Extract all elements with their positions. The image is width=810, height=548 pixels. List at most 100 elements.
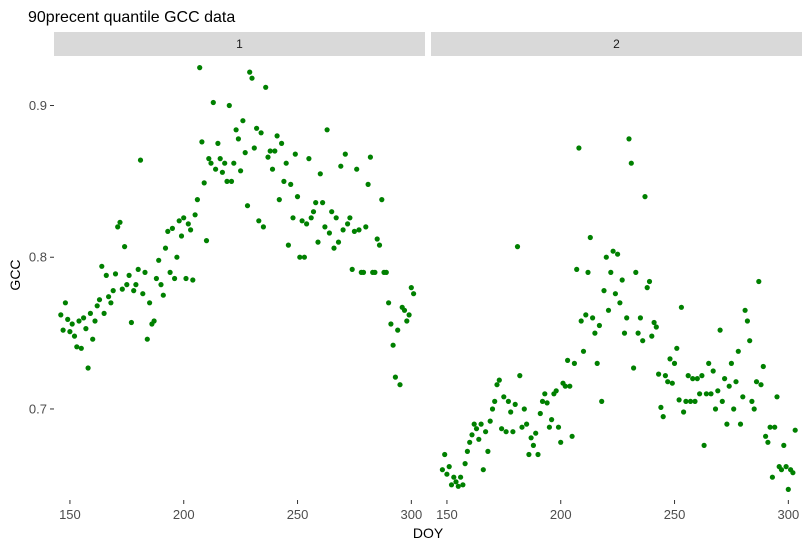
data-point [585, 269, 591, 275]
data-point [519, 424, 525, 430]
data-point [304, 221, 310, 227]
data-point [65, 316, 71, 322]
data-point [671, 360, 678, 366]
data-point [158, 282, 164, 288]
data-point [546, 424, 553, 430]
data-point [288, 181, 294, 187]
data-point [265, 154, 271, 160]
data-point [78, 345, 84, 351]
data-point [167, 269, 173, 275]
data-point [767, 424, 773, 430]
data-point [717, 327, 723, 333]
data-point [390, 342, 396, 348]
data-point [567, 383, 573, 389]
data-point [690, 376, 696, 382]
data-point [703, 391, 710, 397]
data-point [306, 156, 312, 162]
data-point [621, 330, 628, 336]
data-point [231, 160, 237, 166]
data-point [728, 360, 735, 366]
data-point [590, 315, 596, 321]
data-point [279, 140, 285, 146]
data-point [217, 156, 223, 162]
data-point [276, 197, 282, 203]
data-point [451, 474, 457, 480]
data-point [533, 430, 539, 436]
data-point [247, 69, 253, 75]
data-point [199, 139, 205, 145]
data-point [783, 464, 789, 470]
data-point [617, 300, 623, 306]
data-point [530, 442, 537, 448]
data-point [747, 338, 753, 344]
data-point [448, 482, 455, 488]
data-point [480, 467, 486, 473]
y-axis-title: GCC [7, 259, 23, 290]
data-point [299, 218, 305, 224]
data-point [395, 327, 401, 333]
data-point [544, 400, 550, 406]
data-point [67, 329, 73, 335]
data-point [372, 269, 378, 275]
data-point [285, 242, 291, 248]
data-point [308, 215, 314, 221]
data-point [610, 248, 616, 254]
data-point [651, 319, 657, 326]
data-point [526, 451, 532, 458]
data-point [162, 245, 169, 251]
data-point [769, 474, 776, 480]
data-point [464, 448, 470, 454]
x-tick-label: 250 [664, 507, 686, 522]
data-point [206, 156, 212, 162]
data-point [565, 357, 571, 363]
data-point [71, 333, 78, 339]
data-point [492, 398, 498, 404]
data-point [592, 330, 598, 336]
data-point [539, 398, 546, 404]
data-point [485, 448, 491, 454]
data-point [383, 269, 389, 275]
data-point [469, 432, 475, 438]
data-point [363, 224, 369, 230]
x-tick-label: 200 [173, 507, 195, 522]
data-point [94, 303, 100, 309]
data-point [596, 322, 603, 329]
data-point [272, 148, 278, 154]
data-point [242, 150, 248, 156]
data-point [708, 391, 714, 397]
data-point [340, 227, 346, 233]
data-point [615, 251, 621, 257]
data-point [555, 424, 562, 430]
data-point [549, 417, 555, 423]
data-point [178, 233, 185, 239]
data-point [719, 398, 725, 404]
data-point [772, 424, 778, 430]
data-point [774, 394, 780, 400]
data-point [411, 291, 417, 297]
data-point [356, 227, 362, 233]
data-point [74, 344, 80, 350]
data-point [87, 310, 93, 316]
x-tick-label: 150 [436, 507, 458, 522]
data-point [726, 383, 732, 389]
data-point [360, 269, 367, 275]
data-point [322, 224, 328, 230]
data-point [326, 230, 332, 236]
data-point [558, 439, 564, 445]
data-point [297, 254, 303, 260]
data-point [487, 418, 493, 424]
data-point [219, 169, 225, 175]
data-point [144, 336, 150, 342]
panel-strip-label-2: 2 [613, 37, 620, 51]
data-point [699, 373, 705, 379]
data-point [349, 266, 355, 272]
data-point [83, 326, 89, 332]
data-point [213, 166, 219, 172]
data-point [742, 307, 748, 313]
data-point [649, 333, 655, 339]
data-point [374, 236, 380, 242]
data-point [379, 197, 385, 203]
data-point [254, 125, 260, 131]
data-point [165, 228, 171, 234]
